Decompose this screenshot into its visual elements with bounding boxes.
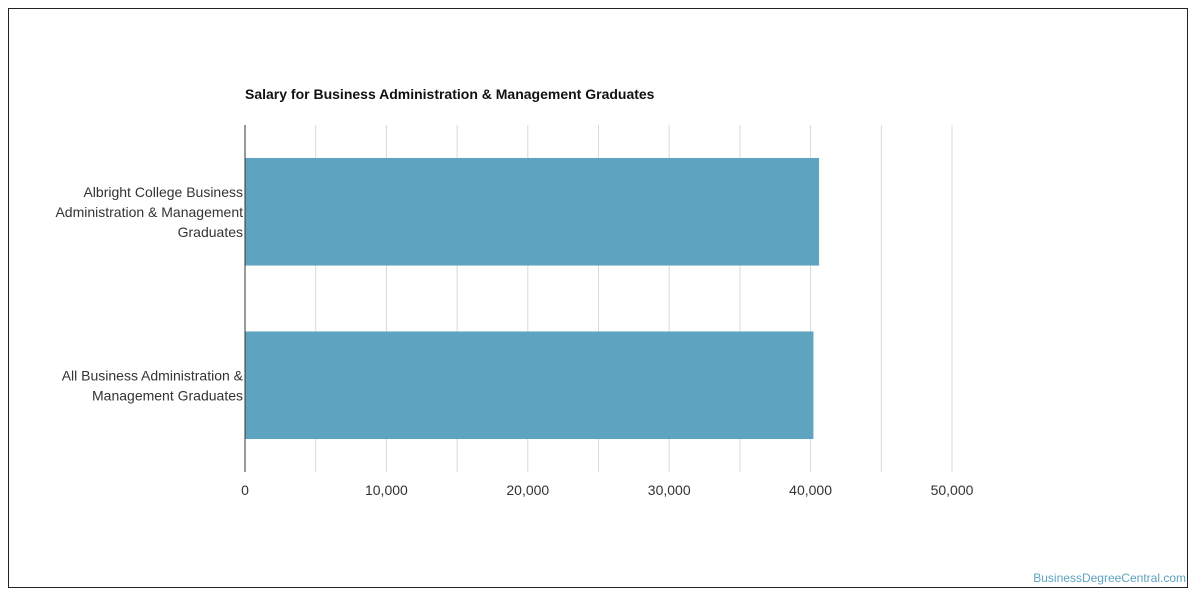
x-tick-label-0: 0 — [241, 482, 249, 498]
bar-0[interactable] — [245, 157, 820, 266]
watermark-link[interactable]: BusinessDegreeCentral.com — [1033, 571, 1186, 585]
category-labels: Albright College Business Administration … — [55, 184, 243, 404]
x-tick-label-4: 40,000 — [789, 482, 832, 498]
bars — [245, 157, 820, 440]
x-tick-label-2: 20,000 — [506, 482, 549, 498]
chart-title: Salary for Business Administration & Man… — [245, 86, 655, 102]
bar-1[interactable] — [245, 331, 814, 440]
category-label-1: All Business Administration & Management … — [62, 367, 244, 403]
x-tick-label-3: 30,000 — [648, 482, 691, 498]
x-tick-labels: 0 10,000 20,000 30,000 40,000 50,000 — [241, 482, 974, 498]
x-tick-label-1: 10,000 — [365, 482, 408, 498]
category-label-0: Albright College Business Administration … — [55, 184, 243, 240]
x-tick-label-5: 50,000 — [931, 482, 974, 498]
